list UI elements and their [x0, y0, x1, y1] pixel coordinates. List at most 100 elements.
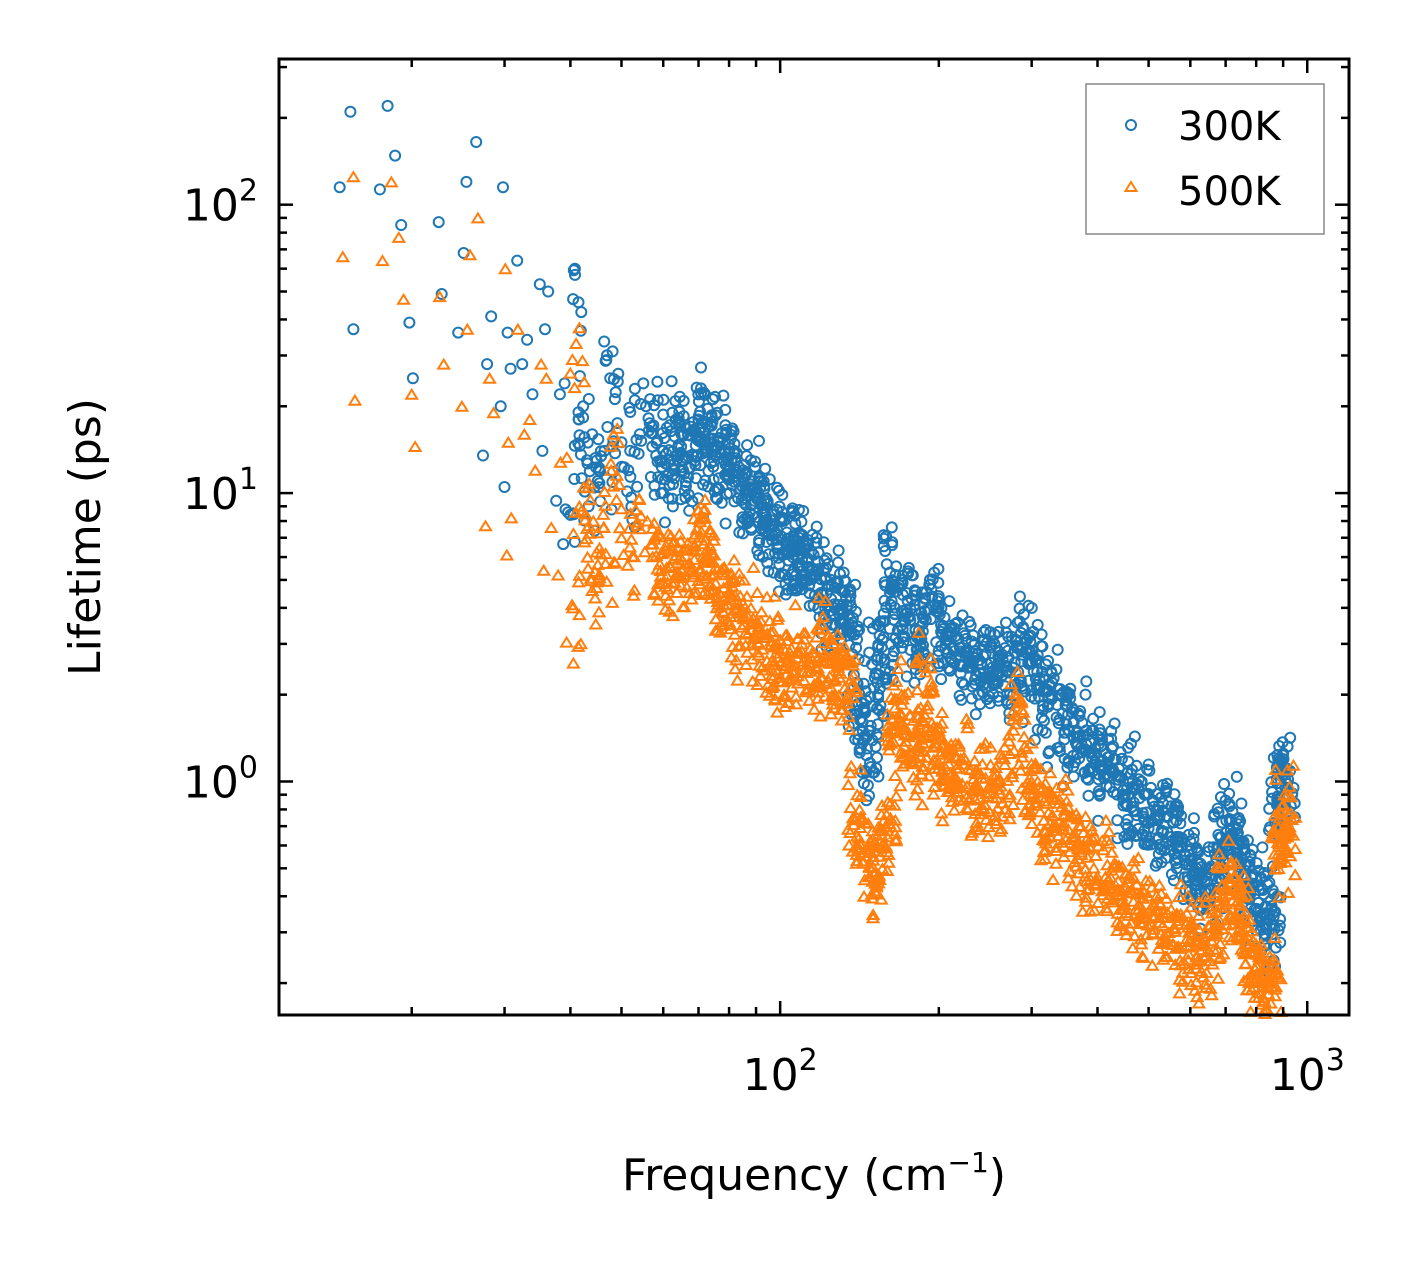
point-300k-9	[432, 216, 445, 229]
cloud-point-500k	[763, 634, 779, 647]
cloud-point-300k	[805, 561, 818, 574]
cloud-point-500k	[670, 556, 685, 569]
cloud-point-300k	[757, 475, 770, 488]
cloud-point-500k	[1244, 924, 1260, 937]
cloud-point-300k	[871, 654, 884, 666]
cloud-point-300k	[877, 532, 890, 545]
cloud-point-500k	[1197, 977, 1213, 990]
cloud-point-300k	[969, 678, 982, 690]
cloud-point-500k	[583, 574, 599, 587]
cloud-point-500k	[1233, 898, 1248, 911]
point-300k-3	[373, 183, 386, 196]
cloud-point-300k	[841, 600, 853, 613]
cloud-point-300k	[886, 650, 899, 663]
cloud-point-300k	[658, 432, 671, 445]
cloud-point-500k	[1218, 880, 1234, 893]
cloud-point-500k	[1172, 953, 1188, 966]
cloud-point-500k	[699, 555, 715, 568]
cloud-point-500k	[649, 549, 664, 562]
cloud-point-500k	[1179, 906, 1195, 919]
cloud-point-500k	[1238, 957, 1253, 970]
cloud-point-500k	[906, 770, 921, 783]
cloud-point-500k	[1288, 842, 1303, 855]
point-500k-0	[335, 250, 351, 263]
cloud-point-500k	[972, 823, 987, 836]
cloud-point-500k	[605, 595, 620, 608]
cloud-point-500k	[906, 713, 921, 726]
cloud-point-300k	[763, 473, 776, 486]
cloud-point-300k	[1000, 616, 1012, 629]
cloud-point-300k	[872, 770, 885, 783]
cloud-point-500k	[911, 625, 927, 638]
cloud-point-300k	[785, 584, 798, 596]
cloud-point-500k	[1159, 891, 1174, 904]
cloud-point-500k	[1228, 869, 1243, 882]
cloud-point-500k	[1001, 806, 1017, 819]
cloud-point-500k	[583, 493, 598, 506]
cloud-point-500k	[637, 545, 653, 558]
point-500k-34	[568, 337, 584, 349]
cloud-point-300k	[1230, 770, 1243, 783]
cloud-point-300k	[885, 595, 898, 607]
cloud-point-500k	[1286, 758, 1301, 771]
cloud-point-300k	[709, 409, 722, 422]
cloud-point-300k	[1022, 599, 1035, 612]
cloud-point-500k	[565, 601, 581, 614]
cloud-point-500k	[580, 561, 596, 574]
cloud-point-500k	[759, 590, 775, 603]
cloud-point-500k	[926, 721, 941, 734]
cloud-point-500k	[699, 548, 715, 561]
point-300k-24	[516, 358, 529, 371]
cloud-point-500k	[1263, 996, 1278, 1009]
cloud-point-300k	[1038, 685, 1051, 698]
cloud-point-500k	[1070, 836, 1085, 849]
cloud-point-300k	[1093, 789, 1106, 802]
cloud-point-500k	[1112, 917, 1128, 930]
cloud-point-300k	[966, 680, 979, 693]
cloud-point-500k	[809, 630, 824, 643]
cloud-point-300k	[1142, 758, 1155, 771]
y-tick-exponent: 2	[239, 174, 258, 209]
cloud-point-300k	[568, 535, 581, 548]
cloud-point-500k	[840, 822, 856, 835]
cloud-point-300k	[1214, 791, 1227, 804]
cloud-point-500k	[730, 673, 745, 686]
cloud-point-300k	[860, 766, 873, 779]
cloud-point-500k	[978, 736, 993, 749]
cloud-point-500k	[1218, 897, 1234, 910]
cloud-point-500k	[598, 556, 613, 569]
cloud-point-500k	[788, 697, 804, 710]
cloud-point-500k	[959, 779, 975, 792]
cloud-point-500k	[1005, 770, 1020, 783]
cloud-point-300k	[761, 556, 774, 569]
cloud-point-500k	[1134, 949, 1150, 962]
point-500k-30	[550, 568, 566, 581]
cloud-point-500k	[921, 686, 936, 699]
x-axis-title-tail: )	[989, 1150, 1006, 1201]
cloud-point-300k	[1027, 665, 1040, 678]
cloud-point-300k	[773, 484, 785, 497]
cloud-point-300k	[1001, 664, 1014, 677]
cloud-point-500k	[1114, 860, 1130, 873]
cloud-point-500k	[1055, 819, 1070, 831]
cloud-point-500k	[577, 535, 592, 548]
cloud-point-500k	[925, 757, 941, 770]
point-500k-15	[478, 519, 493, 532]
cloud-point-500k	[887, 769, 903, 781]
cloud-point-500k	[1256, 968, 1272, 981]
cloud-point-500k	[1061, 871, 1076, 884]
cloud-point-500k	[1057, 803, 1073, 816]
cloud-point-500k	[687, 539, 703, 551]
y-axis-title: Lifetime (ps)	[60, 398, 111, 676]
cloud-point-500k	[651, 593, 666, 606]
cloud-point-300k	[743, 506, 756, 519]
cloud-point-500k	[1191, 922, 1207, 935]
y-tick-base: 10	[183, 181, 239, 232]
cloud-point-300k	[709, 390, 721, 403]
cloud-point-500k	[652, 527, 668, 540]
cloud-point-500k	[1260, 975, 1275, 988]
cloud-point-500k	[684, 592, 699, 605]
cloud-point-500k	[811, 622, 827, 635]
cloud-point-500k	[1192, 938, 1208, 951]
cloud-point-500k	[603, 456, 619, 469]
